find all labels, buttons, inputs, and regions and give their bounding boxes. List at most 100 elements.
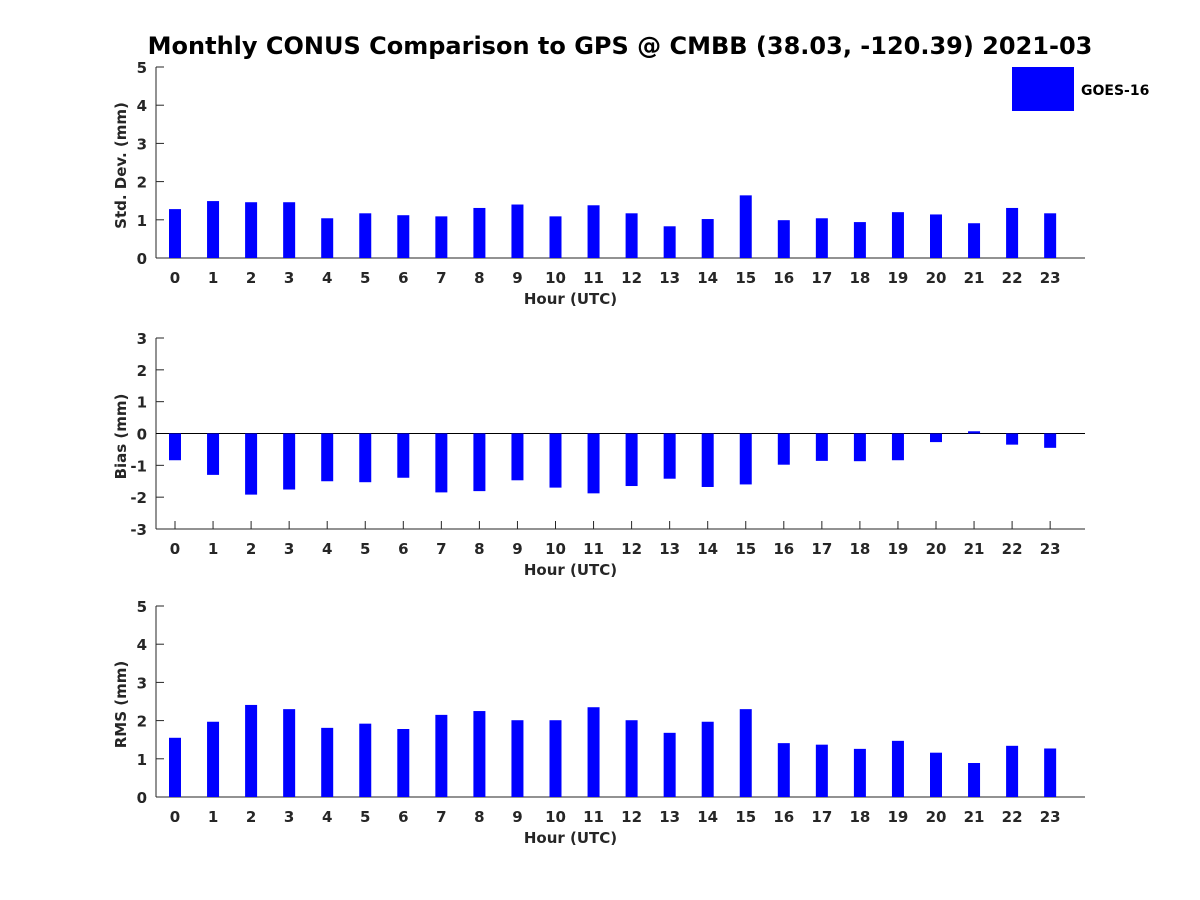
bias-x-tick-label: 10 [545, 540, 566, 558]
std-dev-x-tick-label: 10 [545, 269, 566, 287]
rms-y-axis-label: RMS (mm) [112, 661, 130, 748]
figure-title: Monthly CONUS Comparison to GPS @ CMBB (… [148, 32, 1093, 60]
bias-x-tick-label: 12 [621, 540, 642, 558]
bias-x-tick-label: 15 [735, 540, 756, 558]
rms-x-tick-label: 23 [1040, 808, 1061, 826]
rms-x-tick-label: 12 [621, 808, 642, 826]
bias-bar-hour-18 [853, 433, 866, 462]
rms-bar-hour-11 [587, 707, 600, 797]
rms-x-tick-label: 2 [246, 808, 256, 826]
rms-bar-hour-19 [891, 740, 904, 797]
bias-x-tick-label: 6 [398, 540, 408, 558]
rms-x-axis-label: Hour (UTC) [524, 829, 617, 847]
std-dev-x-tick-label: 8 [474, 269, 484, 287]
rms-x-tick-label: 7 [436, 808, 446, 826]
rms-bar-hour-21 [968, 763, 981, 797]
bias-bar-hour-0 [169, 433, 181, 461]
std-dev-bar-hour-12 [625, 213, 638, 258]
rms-y-tick-label: 3 [137, 674, 147, 692]
std-dev-x-tick-label: 2 [246, 269, 256, 287]
bias-bar-hour-4 [321, 433, 334, 482]
bias-y-tick-label: -1 [130, 457, 147, 475]
rms-bar-hour-18 [853, 748, 866, 797]
std-dev-bar-hour-3 [283, 202, 296, 258]
std-dev-bar-hour-16 [777, 220, 790, 258]
bias-bar-hour-14 [701, 433, 714, 487]
bias-y-tick-label: -2 [130, 489, 147, 507]
std-dev-x-tick-label: 9 [512, 269, 522, 287]
std-dev-x-tick-label: 16 [773, 269, 794, 287]
bias-bar-hour-21 [968, 431, 981, 434]
std-dev-x-tick-label: 17 [811, 269, 832, 287]
std-dev-bar-hour-11 [587, 205, 600, 258]
bias-bar-hour-6 [397, 433, 410, 478]
rms-bar-hour-4 [321, 727, 334, 797]
bias-y-tick-label: 2 [137, 362, 147, 380]
bias-x-tick-label: 3 [284, 540, 294, 558]
rms-bar-hour-23 [1044, 748, 1057, 797]
std-dev-x-tick-label: 18 [849, 269, 870, 287]
bias-x-tick-label: 1 [208, 540, 218, 558]
bias-y-tick-label: -3 [130, 521, 147, 539]
bias-bar-hour-1 [207, 433, 220, 475]
rms-y-tick-label: 2 [137, 713, 147, 731]
std-dev-x-tick-label: 14 [697, 269, 718, 287]
std-dev-bar-hour-22 [1006, 207, 1019, 258]
rms-bar-hour-13 [663, 732, 676, 797]
bias-y-axis-label: Bias (mm) [112, 394, 130, 480]
std-dev-y-axis-label: Std. Dev. (mm) [112, 102, 130, 229]
rms-bar-hour-9 [511, 720, 524, 797]
std-dev-x-tick-label: 4 [322, 269, 332, 287]
rms-bar-hour-2 [245, 704, 258, 797]
bias-bar-hour-8 [473, 433, 486, 492]
std-dev-bar-hour-9 [511, 204, 524, 258]
std-dev-x-tick-label: 15 [735, 269, 756, 287]
rms-x-tick-label: 19 [888, 808, 909, 826]
rms-x-tick-label: 3 [284, 808, 294, 826]
bias-bar-hour-11 [587, 433, 600, 494]
rms-x-tick-label: 21 [964, 808, 985, 826]
rms-x-tick-label: 0 [170, 808, 180, 826]
rms-y-tick-label: 0 [137, 789, 147, 807]
rms-y-tick-label: 4 [137, 636, 147, 654]
std-dev-bar-hour-0 [169, 209, 181, 258]
rms-x-tick-label: 9 [512, 808, 522, 826]
std-dev-x-axis-label: Hour (UTC) [524, 290, 617, 308]
rms-x-tick-label: 18 [849, 808, 870, 826]
bias-bar-hour-17 [815, 433, 828, 461]
bias-bar-hour-23 [1044, 433, 1057, 448]
bias-y-tick-label: 1 [137, 394, 147, 412]
std-dev-bar-hour-15 [739, 195, 752, 258]
std-dev-x-tick-label: 13 [659, 269, 680, 287]
bias-x-tick-label: 13 [659, 540, 680, 558]
rms-x-tick-label: 13 [659, 808, 680, 826]
bias-x-tick-label: 5 [360, 540, 370, 558]
bias-x-tick-label: 8 [474, 540, 484, 558]
std-dev-bar-hour-4 [321, 218, 334, 258]
bias-y-tick-label: 3 [137, 330, 147, 348]
std-dev-x-tick-label: 1 [208, 269, 218, 287]
std-dev-bar-hour-17 [815, 218, 828, 258]
rms-bar-hour-0 [169, 737, 181, 797]
bias-x-tick-label: 16 [773, 540, 794, 558]
std-dev-x-tick-label: 23 [1040, 269, 1061, 287]
std-dev-x-tick-label: 0 [170, 269, 180, 287]
std-dev-x-tick-label: 21 [964, 269, 985, 287]
bias-bar-hour-15 [739, 433, 752, 485]
std-dev-bar-hour-6 [397, 215, 410, 258]
rms-x-tick-label: 11 [583, 808, 604, 826]
rms-x-tick-label: 20 [926, 808, 947, 826]
legend: GOES-16 [1012, 67, 1149, 111]
rms-x-tick-label: 15 [735, 808, 756, 826]
std-dev-x-tick-label: 7 [436, 269, 446, 287]
bias-x-tick-label: 18 [849, 540, 870, 558]
std-dev-bar-hour-18 [853, 222, 866, 258]
rms-x-tick-label: 17 [811, 808, 832, 826]
bias-bar-hour-20 [930, 433, 942, 443]
rms-bar-hour-22 [1006, 745, 1019, 797]
legend-swatch [1012, 67, 1074, 111]
rms-x-tick-label: 5 [360, 808, 370, 826]
